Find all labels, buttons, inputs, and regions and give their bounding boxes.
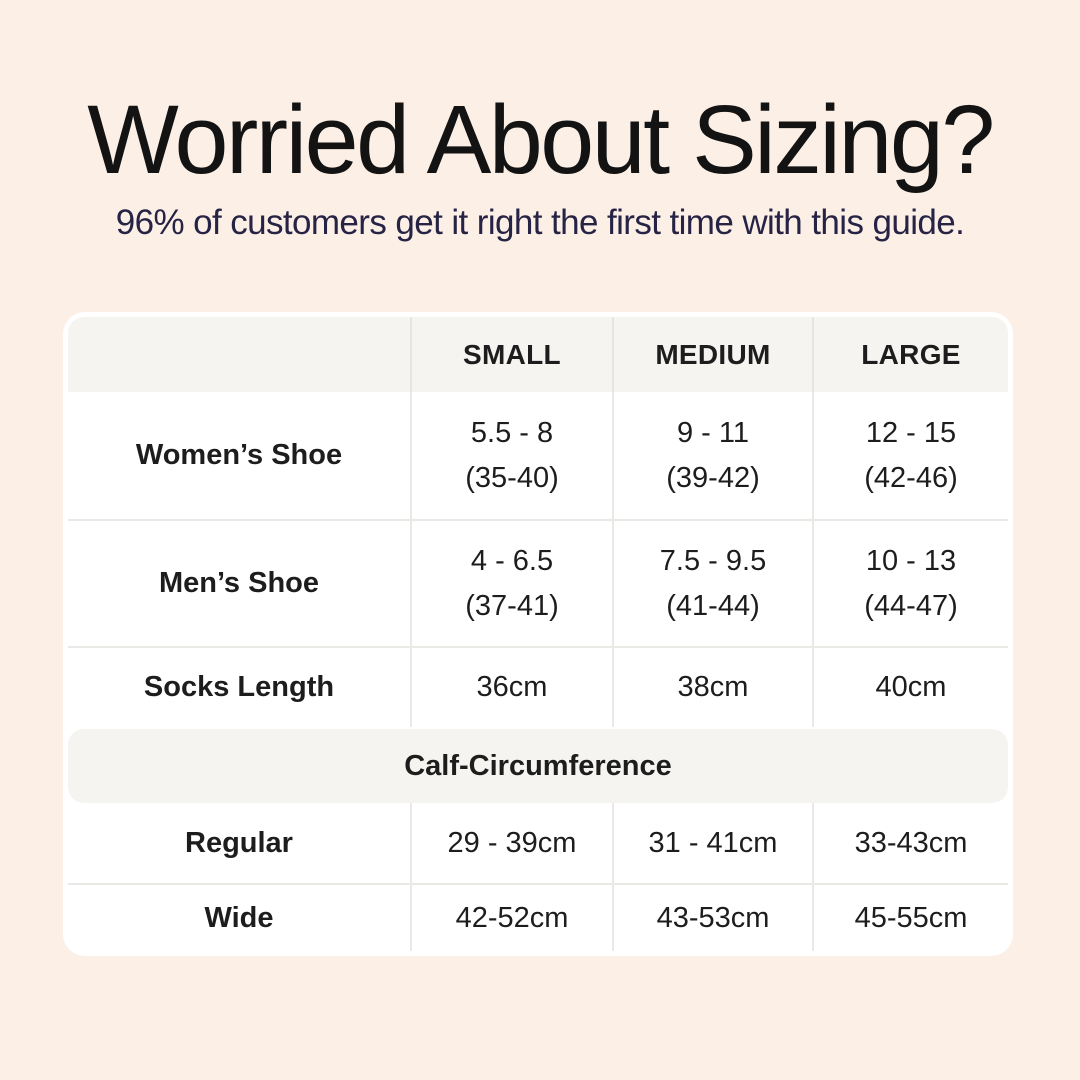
table-row-mens-shoe: Men’s Shoe 4 - 6.5 (37-41) 7.5 - 9.5 (41… [68,519,1008,646]
cell-regular-medium: 31 - 41cm [612,803,812,883]
cell-socks-medium: 38cm [612,648,812,727]
cell-socks-large: 40cm [812,648,1008,727]
table-row-regular: Regular 29 - 39cm 31 - 41cm 33-43cm [68,803,1008,883]
cell-womens-medium: 9 - 11 (39-42) [612,392,812,519]
cell-regular-large: 33-43cm [812,803,1008,883]
table-row-socks-length: Socks Length 36cm 38cm 40cm [68,646,1008,727]
value-line: 7.5 - 9.5 [659,544,767,577]
header-cell-medium: MEDIUM [612,317,812,392]
row-label-socks-length: Socks Length [143,671,335,704]
cell-womens-large: 12 - 15 (42-46) [812,392,1008,519]
size-chart-card: SMALL MEDIUM LARGE Women’s Shoe 5.5 - 8 … [63,312,1013,956]
row-label-mens-shoe: Men’s Shoe [158,567,320,600]
cell-mens-large: 10 - 13 (44-47) [812,521,1008,646]
value-line: (41-44) [666,589,760,622]
value-line: 5.5 - 8 [470,416,554,449]
cell-regular-small: 29 - 39cm [410,803,612,883]
section-band-label: Calf-Circumference [404,749,672,782]
cell-wide-large: 45-55cm [812,885,1008,951]
table-row-womens-shoe: Women’s Shoe 5.5 - 8 (35-40) 9 - 11 (39-… [68,392,1008,519]
row-label-womens-shoe: Women’s Shoe [135,439,343,472]
cell-socks-small: 36cm [410,648,612,727]
row-label-wide: Wide [204,901,274,934]
cell-mens-small: 4 - 6.5 (37-41) [410,521,612,646]
size-chart-header-row: SMALL MEDIUM LARGE [68,317,1008,392]
cell-wide-medium: 43-53cm [612,885,812,951]
header-cell-empty [68,317,410,392]
value-line: 12 - 15 [865,416,957,449]
page-subtitle: 96% of customers get it right the first … [115,203,965,242]
header-cell-small: SMALL [410,317,612,392]
value-line: 9 - 11 [676,416,749,449]
cell-wide-small: 42-52cm [410,885,612,951]
value-line: 4 - 6.5 [470,544,554,577]
value-line: (35-40) [465,461,559,494]
value-line: 10 - 13 [865,544,957,577]
calf-circumference-section-band: Calf-Circumference [68,729,1008,803]
value-line: (37-41) [465,589,559,622]
value-line: (39-42) [666,461,760,494]
row-label-regular: Regular [185,826,293,859]
value-line: (42-46) [864,461,958,494]
header-cell-large: LARGE [812,317,1008,392]
cell-womens-small: 5.5 - 8 (35-40) [410,392,612,519]
cell-mens-medium: 7.5 - 9.5 (41-44) [612,521,812,646]
value-line: (44-47) [864,589,958,622]
table-row-wide: Wide 42-52cm 43-53cm 45-55cm [68,883,1008,951]
page-title: Worried About Sizing? [87,85,995,194]
